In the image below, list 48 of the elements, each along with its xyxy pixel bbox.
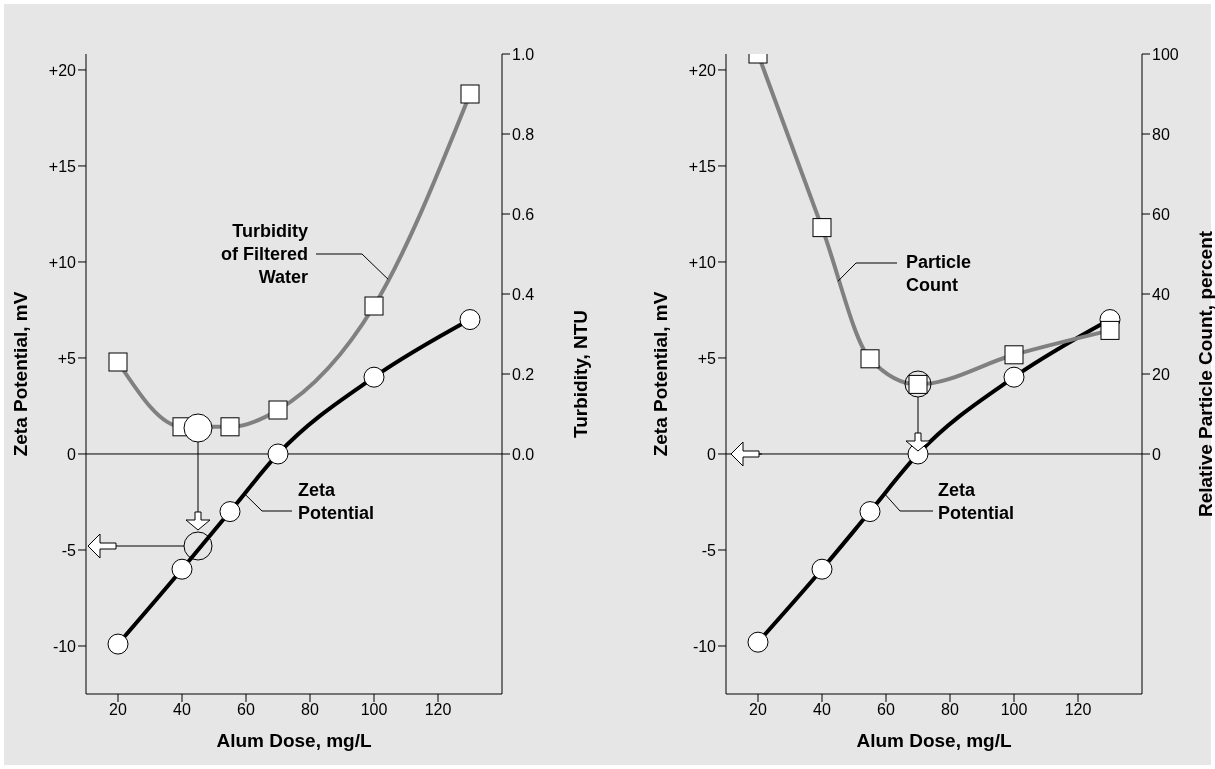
y-tick-label: +15 xyxy=(48,157,77,175)
x-tick-label: 20 xyxy=(749,701,767,719)
y2-tick-label: 0.8 xyxy=(512,125,535,143)
y2-tick-label: 0.0 xyxy=(512,445,535,463)
y-tick-label: +5 xyxy=(57,349,77,367)
y2-tick-label: 0.6 xyxy=(512,205,535,223)
x-tick-label: 100 xyxy=(360,701,388,719)
x-tick-label: 60 xyxy=(237,701,255,719)
y-tick-label: 0 xyxy=(707,445,717,463)
y2-axis-title: Relative Particle Count, percent xyxy=(1194,230,1215,518)
y2-tick-label: 40 xyxy=(1152,285,1170,303)
y-tick-label: +10 xyxy=(48,253,77,271)
y2-tick-label: 0.4 xyxy=(512,285,535,303)
x-tick-label: 40 xyxy=(173,701,191,719)
y-tick-label: +20 xyxy=(688,61,717,79)
y-tick-label: +5 xyxy=(697,349,717,367)
x-tick-label: 80 xyxy=(941,701,959,719)
y-tick-label: +15 xyxy=(688,157,717,175)
y-tick-label: -5 xyxy=(61,541,77,559)
x-tick-label: 120 xyxy=(1064,701,1092,719)
y2-tick-label: 60 xyxy=(1152,205,1170,223)
x-tick-label: 20 xyxy=(109,701,127,719)
y2-tick-label: 1.0 xyxy=(512,45,535,63)
note: Zeta Potential xyxy=(298,479,374,523)
y2-tick-label: 20 xyxy=(1152,365,1170,383)
x-tick-label: 80 xyxy=(301,701,319,719)
y2-tick-label: 0 xyxy=(1152,445,1161,463)
y-axis-title: Zeta Potential, mV xyxy=(9,291,31,457)
x-tick-label: 60 xyxy=(877,701,895,719)
y-axis-title: Zeta Potential, mV xyxy=(649,291,671,457)
x-tick-label: 120 xyxy=(424,701,452,719)
y2-tick-label: 100 xyxy=(1152,45,1179,63)
y2-axis-title: Turbidity, NTU xyxy=(569,309,591,439)
y-tick-label: +10 xyxy=(688,253,717,271)
x-tick-label: 40 xyxy=(813,701,831,719)
x-axis-title: Alum Dose, mg/L xyxy=(856,730,1012,751)
note: Zeta Potential xyxy=(938,479,1014,523)
x-tick-label: 100 xyxy=(1000,701,1028,719)
y-tick-label: 0 xyxy=(67,445,77,463)
y-tick-label: -5 xyxy=(701,541,717,559)
y2-tick-label: 0.2 xyxy=(512,365,535,383)
note: Turbidity of Filtered Water xyxy=(221,220,308,287)
y-tick-label: -10 xyxy=(692,637,717,655)
x-axis-title: Alum Dose, mg/L xyxy=(216,730,372,751)
note: Particle Count xyxy=(906,251,972,295)
y-tick-label: +20 xyxy=(48,61,77,79)
y2-tick-label: 80 xyxy=(1152,125,1170,143)
y-tick-label: -10 xyxy=(52,637,77,655)
